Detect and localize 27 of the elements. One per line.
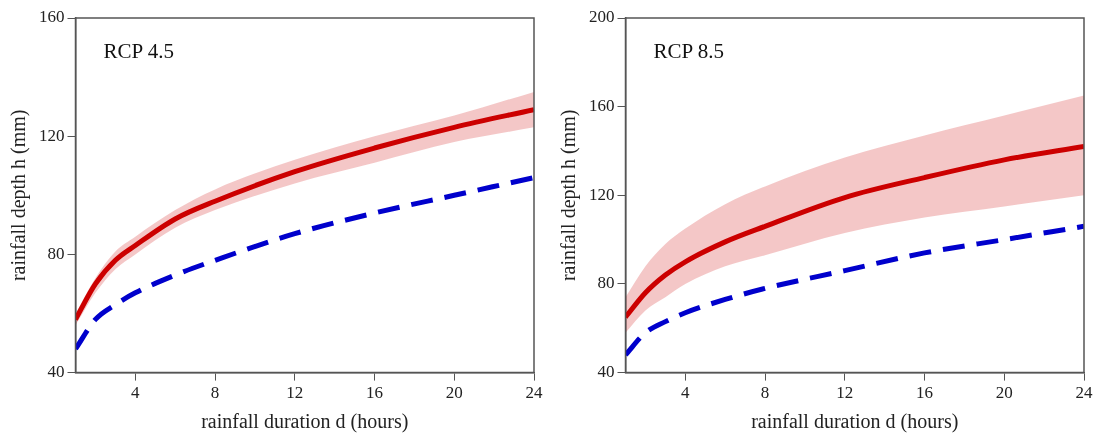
x-tick-label: 20: [445, 383, 463, 403]
x-tick-label: 20: [995, 383, 1013, 403]
y-tick-label: 80: [597, 273, 615, 293]
x-axis-title: rainfall duration d (hours): [751, 410, 959, 434]
x-tick-label: 8: [760, 383, 770, 403]
y-axis-title: rainfall depth h (mm): [7, 109, 31, 282]
x-tick-label: 4: [131, 383, 141, 403]
y-tick-label: 80: [47, 243, 65, 263]
annotation: RCP 8.5: [653, 39, 724, 64]
x-tick-label: 4: [681, 383, 691, 403]
y-tick-label: 120: [589, 184, 615, 204]
x-tick-label: 8: [210, 383, 220, 403]
x-tick-label: 12: [286, 383, 304, 403]
y-axis-title: rainfall depth h (mm): [557, 109, 581, 282]
y-tick-label: 120: [39, 125, 65, 145]
x-tick-label: 16: [366, 383, 384, 403]
y-tick-label: 200: [589, 7, 615, 27]
y-tick-label: 160: [589, 96, 615, 116]
y-tick-label: 40: [597, 362, 615, 382]
x-tick-label: 24: [525, 383, 543, 403]
x-axis-title: rainfall duration d (hours): [201, 410, 409, 434]
x-tick-label: 16: [916, 383, 934, 403]
y-tick-label: 160: [39, 7, 65, 27]
x-tick-label: 12: [836, 383, 854, 403]
annotation: RCP 4.5: [103, 39, 174, 64]
y-tick-label: 40: [47, 362, 65, 382]
x-tick-label: 24: [1075, 383, 1093, 403]
